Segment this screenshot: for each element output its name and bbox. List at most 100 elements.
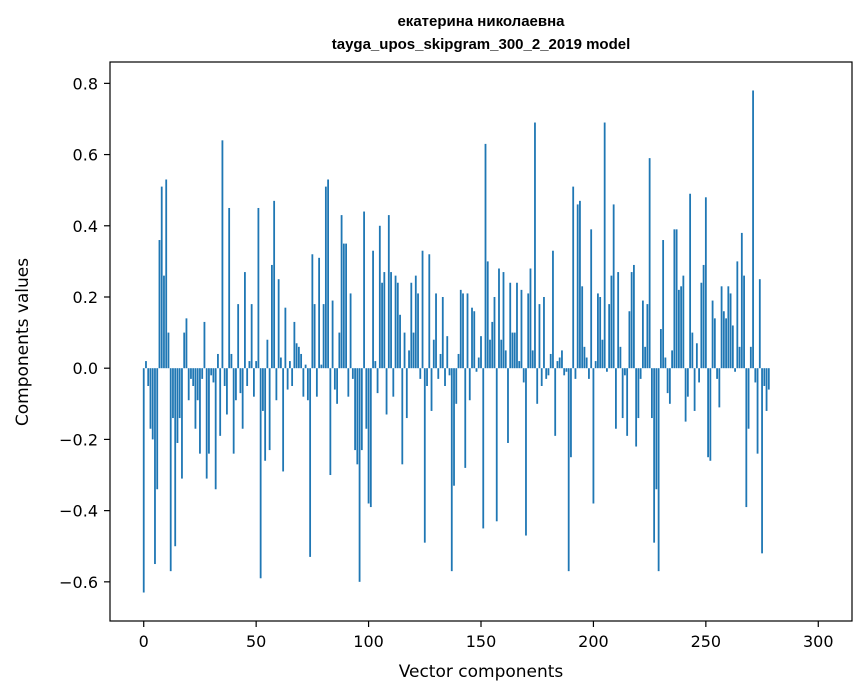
x-tick-label: 0 bbox=[139, 632, 149, 651]
bar bbox=[527, 293, 530, 369]
bar bbox=[145, 361, 147, 369]
bar bbox=[511, 332, 514, 369]
y-tick-label: 0.2 bbox=[73, 288, 98, 307]
bar bbox=[232, 368, 235, 454]
x-tick-label: 300 bbox=[803, 632, 834, 651]
bar bbox=[432, 339, 435, 369]
bar bbox=[196, 368, 199, 401]
bar bbox=[621, 368, 624, 419]
bar bbox=[259, 368, 262, 579]
bar bbox=[264, 368, 267, 461]
bar bbox=[437, 368, 440, 379]
bar bbox=[653, 368, 656, 543]
bar bbox=[702, 264, 705, 369]
bar bbox=[223, 368, 226, 386]
bar bbox=[529, 268, 532, 369]
bar bbox=[518, 361, 521, 369]
bar bbox=[489, 339, 491, 369]
bar bbox=[599, 296, 602, 369]
bar bbox=[354, 368, 356, 451]
bar bbox=[181, 368, 183, 479]
bar bbox=[713, 318, 716, 369]
bar bbox=[426, 368, 428, 386]
bar bbox=[401, 368, 404, 465]
bar bbox=[673, 229, 676, 369]
bar bbox=[329, 368, 332, 476]
bar bbox=[190, 368, 192, 379]
bar bbox=[185, 318, 188, 369]
bar bbox=[149, 368, 152, 429]
bar bbox=[698, 368, 700, 383]
bar bbox=[716, 368, 718, 379]
bar bbox=[574, 368, 577, 379]
bar bbox=[221, 140, 224, 369]
bar bbox=[345, 243, 347, 369]
bar bbox=[448, 368, 451, 376]
y-tick-label: −0.4 bbox=[59, 502, 98, 521]
bar bbox=[358, 368, 361, 582]
bar bbox=[615, 368, 617, 429]
bar bbox=[151, 368, 154, 440]
bar bbox=[668, 368, 671, 404]
bar bbox=[176, 368, 179, 443]
x-axis: 0 50 100 150 200 250 300 bbox=[139, 621, 834, 651]
chart-title-line1: екатерина николаевна bbox=[397, 13, 565, 30]
bar bbox=[585, 357, 588, 369]
bar bbox=[549, 353, 552, 369]
bar bbox=[293, 321, 296, 369]
bar bbox=[464, 368, 467, 468]
bar bbox=[320, 364, 323, 369]
bar bbox=[617, 272, 620, 369]
bar bbox=[239, 368, 242, 394]
bar bbox=[347, 368, 350, 397]
bar bbox=[734, 368, 736, 372]
y-tick-label: −0.2 bbox=[59, 430, 98, 449]
bar bbox=[284, 307, 287, 369]
bar bbox=[691, 332, 694, 369]
bar bbox=[279, 357, 282, 369]
bar bbox=[471, 307, 473, 369]
bar bbox=[740, 232, 743, 369]
bar bbox=[360, 368, 363, 451]
bar bbox=[273, 200, 276, 369]
bar bbox=[147, 368, 150, 386]
bar bbox=[410, 282, 413, 369]
bar bbox=[291, 368, 294, 386]
bar bbox=[226, 368, 228, 415]
bar bbox=[333, 368, 336, 390]
bar bbox=[659, 329, 662, 369]
bar bbox=[644, 346, 647, 369]
y-tick-label: 0.8 bbox=[73, 74, 98, 93]
bar bbox=[601, 339, 604, 369]
bar bbox=[635, 368, 638, 447]
bar bbox=[650, 368, 653, 419]
bar bbox=[315, 368, 318, 397]
bar bbox=[295, 343, 298, 369]
bar bbox=[570, 368, 572, 458]
bar bbox=[579, 200, 581, 369]
bar bbox=[646, 304, 649, 369]
bar bbox=[302, 368, 305, 397]
bar bbox=[473, 311, 476, 369]
bar bbox=[752, 90, 754, 369]
bar bbox=[619, 346, 622, 369]
y-tick-label: 0.6 bbox=[73, 146, 98, 165]
bar bbox=[743, 275, 745, 369]
bar bbox=[270, 264, 273, 369]
bar bbox=[543, 296, 545, 369]
bar bbox=[246, 368, 249, 386]
bar bbox=[441, 296, 444, 369]
bar bbox=[686, 368, 689, 397]
bar bbox=[477, 357, 480, 369]
bar bbox=[675, 229, 678, 369]
bar bbox=[313, 304, 316, 369]
x-tick-label: 150 bbox=[466, 632, 497, 651]
bar bbox=[414, 275, 417, 369]
bar bbox=[491, 321, 494, 369]
bar bbox=[172, 368, 174, 419]
bar bbox=[327, 179, 329, 369]
bar bbox=[230, 353, 233, 369]
bar bbox=[381, 282, 383, 369]
bar bbox=[399, 314, 401, 369]
